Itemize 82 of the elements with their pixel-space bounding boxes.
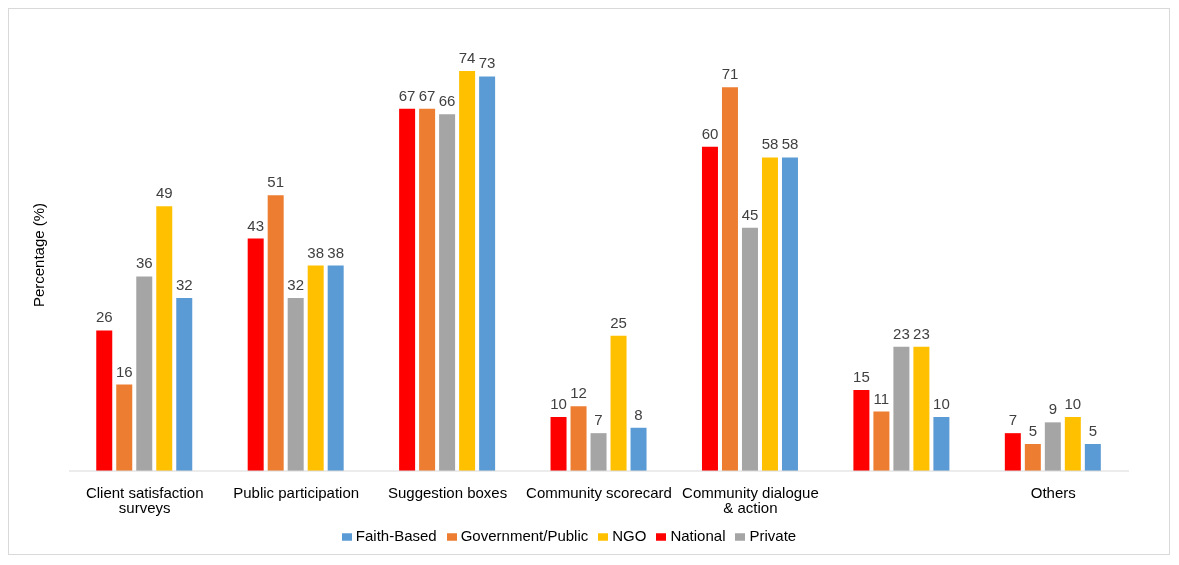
bar xyxy=(1024,443,1041,471)
bar xyxy=(136,276,153,471)
bar xyxy=(176,298,193,471)
data-label: 51 xyxy=(267,173,285,191)
data-label: 74 xyxy=(458,49,476,66)
bar xyxy=(96,330,113,471)
bar xyxy=(439,114,456,471)
bar xyxy=(307,265,324,471)
data-label: 25 xyxy=(610,313,627,331)
x-tick-label: Suggestion boxes xyxy=(387,483,508,501)
bar xyxy=(550,416,567,471)
bar xyxy=(1044,422,1061,471)
legend-label: NGO xyxy=(612,527,647,544)
bar xyxy=(419,108,436,471)
bar xyxy=(630,427,647,471)
data-label: 38 xyxy=(307,243,325,261)
data-label: 15 xyxy=(853,367,870,385)
data-label: 58 xyxy=(761,135,779,153)
data-label: 32 xyxy=(175,276,193,294)
data-label: 60 xyxy=(701,124,719,142)
data-label: 8 xyxy=(634,405,643,423)
data-label: 26 xyxy=(95,308,113,326)
bar xyxy=(701,146,718,471)
data-label: 23 xyxy=(913,324,930,342)
data-label: 5 xyxy=(1088,421,1097,439)
bar xyxy=(327,265,344,471)
data-label: 10 xyxy=(550,394,567,412)
legend-label: Government/Public xyxy=(460,527,589,544)
x-tick-label: Others xyxy=(1030,483,1076,501)
data-label: 67 xyxy=(398,86,416,104)
bar xyxy=(761,157,778,471)
data-label: 58 xyxy=(781,135,799,153)
bar xyxy=(459,71,476,471)
legend-label: National xyxy=(670,527,726,544)
data-label: 43 xyxy=(247,216,265,234)
bar xyxy=(1084,443,1101,471)
bar xyxy=(721,87,738,471)
bar xyxy=(156,206,173,471)
x-tick-label: Public participation xyxy=(233,483,360,501)
bar xyxy=(873,411,890,471)
data-label: 10 xyxy=(933,394,950,412)
bar xyxy=(933,416,950,471)
data-label: 67 xyxy=(418,86,436,104)
data-label: 71 xyxy=(721,65,739,83)
bar xyxy=(610,335,627,471)
data-label: 5 xyxy=(1028,421,1037,439)
y-axis-title: Percentage (%) xyxy=(30,202,48,308)
bar xyxy=(399,108,416,471)
bar xyxy=(590,433,607,471)
legend-label: Faith-Based xyxy=(355,527,437,544)
data-label: 66 xyxy=(438,92,456,110)
bar xyxy=(781,157,798,471)
bar xyxy=(479,76,496,471)
data-label: 9 xyxy=(1048,400,1057,418)
bar xyxy=(267,195,284,471)
data-label: 7 xyxy=(1008,411,1017,429)
data-label: 32 xyxy=(287,276,305,294)
data-label: 38 xyxy=(327,243,345,261)
data-label: 7 xyxy=(594,411,603,429)
data-label: 16 xyxy=(115,362,133,380)
data-label: 49 xyxy=(155,184,173,202)
bar xyxy=(570,406,587,471)
bar xyxy=(287,298,304,471)
bar xyxy=(116,384,133,471)
data-label: 45 xyxy=(741,205,759,223)
bar xyxy=(853,389,870,471)
data-label: 12 xyxy=(570,384,587,402)
bar xyxy=(247,238,264,471)
bar xyxy=(913,346,930,471)
bar xyxy=(893,346,910,471)
data-label: 73 xyxy=(478,54,496,72)
bar xyxy=(1004,433,1021,471)
x-tick-label: Community dialogue & action xyxy=(682,483,819,516)
data-label: 11 xyxy=(873,389,890,407)
data-label: 10 xyxy=(1064,394,1082,412)
x-tick-label: Community scorecard xyxy=(526,483,672,501)
data-label: 23 xyxy=(893,324,910,342)
data-label: 36 xyxy=(135,254,153,272)
bar xyxy=(1064,416,1081,471)
x-tick-label: Client satisfaction surveys xyxy=(85,483,204,516)
legend-label: Private xyxy=(749,527,797,544)
bar xyxy=(741,227,758,471)
